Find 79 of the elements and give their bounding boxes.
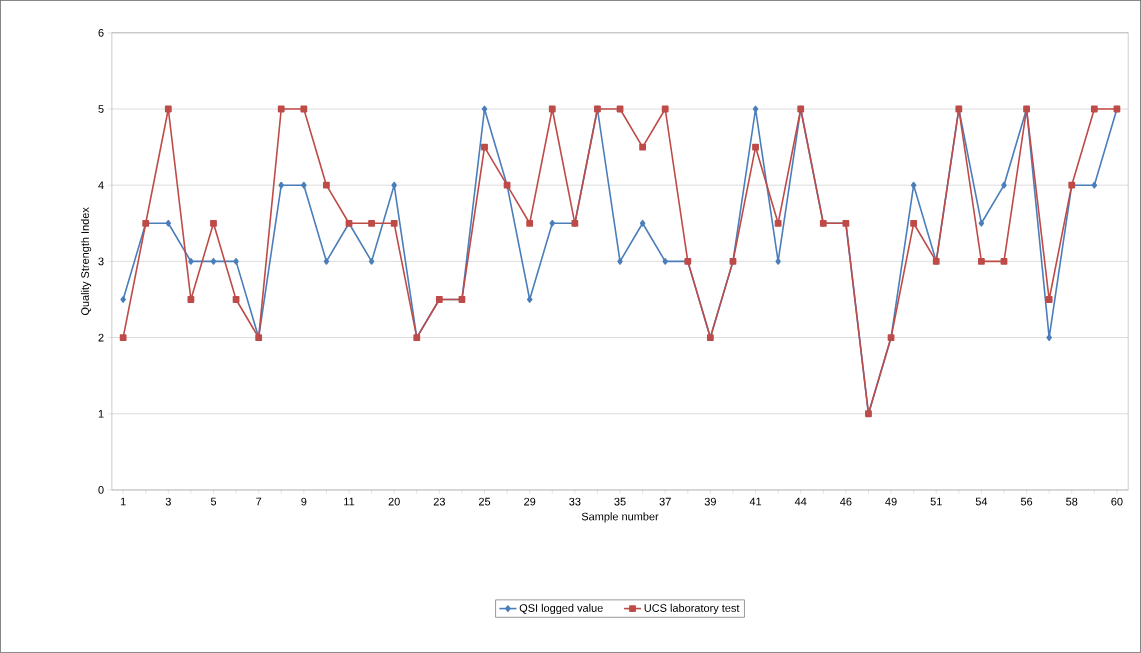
x-tick-label: 41 [749, 497, 762, 506]
y-axis-title: Quality Strength Index [80, 207, 92, 316]
x-tick-label: 35 [614, 497, 626, 506]
legend-label: UCS laboratory test [644, 603, 740, 615]
y-tick-label: 1 [98, 410, 104, 418]
point [165, 219, 172, 227]
x-tick-label: 5 [210, 497, 217, 506]
x-tick-label: 54 [975, 497, 988, 506]
point [617, 258, 623, 265]
point [323, 181, 330, 189]
point [164, 105, 172, 113]
x-tick-label: 25 [478, 497, 491, 506]
point [978, 219, 985, 227]
x-tick-label: 1 [120, 497, 126, 506]
x-tick-label: 56 [1020, 497, 1033, 506]
point [210, 219, 217, 227]
point [549, 219, 556, 227]
y-tick-label: 0 [98, 486, 104, 494]
legend-label: QSI logged value [519, 603, 603, 615]
point [481, 143, 488, 151]
point [526, 219, 534, 227]
point [301, 181, 307, 189]
x-tick-label: 39 [704, 497, 716, 506]
point [210, 258, 217, 265]
x-tick-label: 44 [794, 497, 807, 506]
point [639, 143, 647, 151]
point [481, 105, 488, 113]
x-tick-label: 49 [885, 497, 897, 506]
point [232, 296, 240, 303]
point [119, 334, 127, 342]
point [910, 181, 917, 189]
y-tick-label: 4 [98, 181, 104, 190]
point [978, 258, 985, 265]
point [639, 219, 646, 227]
point [1001, 181, 1007, 189]
point [1091, 181, 1098, 189]
point [752, 143, 759, 151]
point [368, 258, 375, 265]
point [390, 219, 398, 227]
point [775, 258, 781, 265]
point [277, 105, 285, 113]
point [1046, 334, 1052, 342]
x-tick-label: 58 [1066, 497, 1078, 506]
x-axis-title: Sample number [581, 512, 659, 523]
point [300, 105, 308, 113]
point [1090, 105, 1098, 113]
x-tick-label: 20 [388, 497, 400, 506]
x-tick-label: 46 [840, 497, 852, 506]
x-tick-label: 11 [344, 497, 355, 506]
x-tick-label: 7 [256, 497, 262, 506]
x-tick-label: 33 [569, 497, 581, 506]
x-tick-label: 9 [301, 497, 307, 506]
x-tick-label: 60 [1111, 497, 1123, 506]
x-tick-label: 23 [433, 497, 445, 506]
point [368, 219, 375, 227]
point [752, 105, 759, 113]
point [1045, 296, 1053, 303]
point [661, 105, 669, 113]
point [233, 258, 239, 265]
y-tick-label: 2 [98, 333, 104, 342]
point [391, 181, 397, 189]
point [662, 258, 668, 265]
y-tick-label: 3 [98, 257, 104, 266]
point [910, 219, 918, 227]
point [187, 296, 195, 303]
point [120, 296, 126, 303]
x-tick-label: 37 [659, 497, 671, 506]
point [278, 181, 284, 189]
point [323, 258, 330, 265]
point [774, 219, 782, 227]
x-tick-label: 29 [524, 497, 536, 506]
x-tick-label: 3 [165, 497, 171, 506]
point [526, 296, 533, 303]
point [548, 105, 556, 113]
point [1000, 258, 1008, 265]
x-tick-label: 51 [930, 497, 942, 506]
point [188, 258, 194, 265]
y-tick-label: 6 [98, 29, 104, 37]
y-tick-label: 5 [98, 105, 104, 113]
